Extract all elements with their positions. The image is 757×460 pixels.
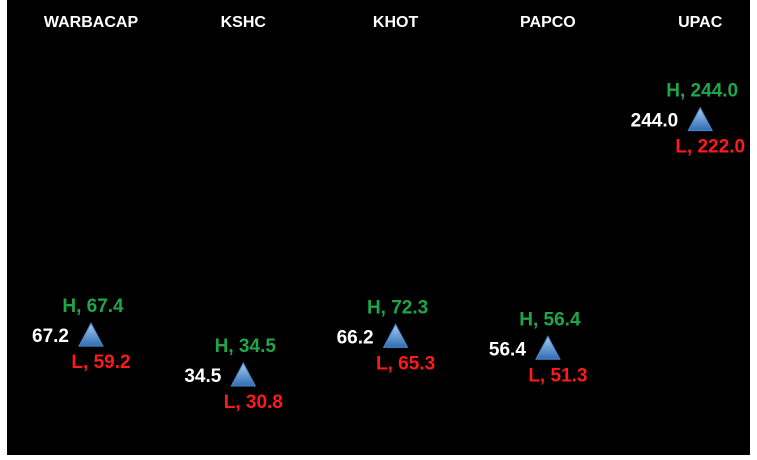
category-label: UPAC	[678, 14, 723, 31]
high-label: H, 244.0	[666, 81, 738, 102]
value-label: 244.0	[631, 111, 679, 132]
low-label: L, 65.3	[376, 353, 435, 374]
value-label: 56.4	[489, 339, 526, 360]
category-label: PAPCO	[520, 14, 576, 31]
category-label: WARBACAP	[44, 14, 139, 31]
high-label: H, 56.4	[519, 309, 581, 330]
category-label: KHOT	[373, 14, 419, 31]
high-label: H, 34.5	[215, 336, 277, 357]
low-label: L, 222.0	[675, 137, 745, 158]
marker	[382, 323, 409, 348]
marker	[230, 361, 257, 387]
value-label: 67.2	[32, 326, 69, 347]
low-label: L, 30.8	[224, 392, 283, 413]
high-label: H, 72.3	[367, 297, 428, 318]
value-label: 34.5	[184, 366, 221, 387]
category-label: KSHC	[221, 14, 267, 31]
marker	[78, 322, 104, 347]
marker	[535, 335, 561, 360]
value-label: 66.2	[337, 327, 374, 348]
background	[7, 0, 750, 455]
marker	[687, 106, 714, 132]
low-label: L, 59.2	[71, 352, 130, 373]
high-label: H, 67.4	[62, 296, 124, 317]
low-label: L, 51.3	[528, 365, 587, 386]
